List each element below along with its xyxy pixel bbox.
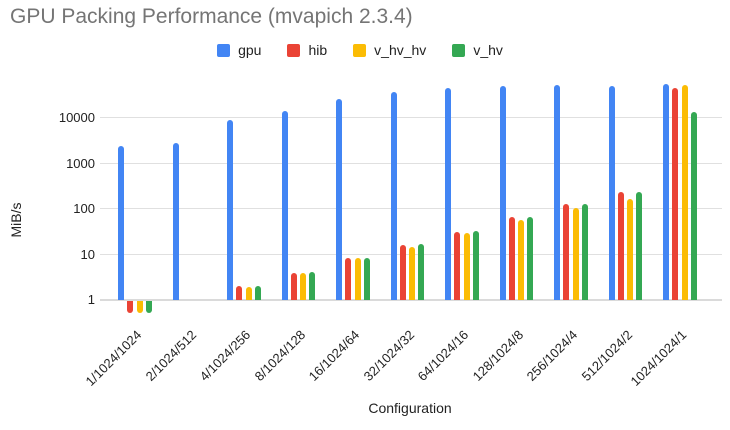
bar-v_hv_hv[interactable] xyxy=(681,84,688,300)
bar-v_hv[interactable] xyxy=(472,231,479,300)
bar-v_hv[interactable] xyxy=(418,244,425,300)
bar-v_hv[interactable] xyxy=(145,301,152,313)
bar-v_hv_hv[interactable] xyxy=(136,301,143,313)
bar-gpu[interactable] xyxy=(445,87,452,300)
legend-swatch-icon xyxy=(287,43,301,57)
legend-item-hib: hib xyxy=(287,42,327,58)
y-tick-label: 100 xyxy=(73,201,95,216)
bar-gpu[interactable] xyxy=(118,146,125,300)
bar-gpu[interactable] xyxy=(172,142,179,300)
bar-v_hv_hv[interactable] xyxy=(354,258,361,300)
legend-label: v_hv_hv xyxy=(374,42,427,58)
bar-v_hv[interactable] xyxy=(309,272,316,300)
gridline-10000 xyxy=(100,117,722,118)
bar-hib[interactable] xyxy=(290,272,297,300)
y-tick-label: 10000 xyxy=(58,110,95,125)
bar-hib[interactable] xyxy=(617,191,624,300)
bar-v_hv_hv[interactable] xyxy=(518,219,525,300)
y-tick-label: 1000 xyxy=(66,155,95,171)
gridline-100 xyxy=(100,208,722,209)
bar-v_hv[interactable] xyxy=(527,217,534,300)
legend-label: gpu xyxy=(238,42,262,58)
bar-hib[interactable] xyxy=(508,217,515,300)
legend-item-gpu: gpu xyxy=(217,42,261,58)
bar-gpu[interactable] xyxy=(499,86,506,300)
y-tick-label: 1 xyxy=(87,292,95,307)
legend-swatch-icon xyxy=(353,43,367,57)
bar-v_hv_hv[interactable] xyxy=(463,233,470,300)
bar-gpu[interactable] xyxy=(227,119,234,300)
chart-title: GPU Packing Performance (mvapich 2.3.4) xyxy=(10,5,413,28)
gridline-1000 xyxy=(100,162,722,164)
bar-gpu[interactable] xyxy=(281,111,288,300)
legend-label: v_hv xyxy=(473,42,503,58)
bar-v_hv[interactable] xyxy=(581,204,588,300)
legend-label: hib xyxy=(308,42,328,58)
y-axis-title: MiB/s xyxy=(8,202,24,238)
bar-v_hv_hv[interactable] xyxy=(245,286,252,300)
legend-swatch-icon xyxy=(452,43,466,57)
bar-v_hv[interactable] xyxy=(636,192,643,300)
bar-v_hv_hv[interactable] xyxy=(572,208,579,300)
bar-gpu[interactable] xyxy=(336,98,343,300)
legend-item-v_hv: v_hv xyxy=(452,42,503,58)
bar-hib[interactable] xyxy=(127,301,134,313)
bar-hib[interactable] xyxy=(236,286,243,300)
legend: gpu hib v_hv_hv v_hv xyxy=(100,42,620,58)
bar-gpu[interactable] xyxy=(608,86,615,300)
bar-hib[interactable] xyxy=(399,244,406,300)
bar-v_hv_hv[interactable] xyxy=(409,247,416,300)
bar-gpu[interactable] xyxy=(390,91,397,300)
bar-hib[interactable] xyxy=(454,231,461,300)
bar-v_hv_hv[interactable] xyxy=(627,198,634,300)
bar-hib[interactable] xyxy=(563,203,570,300)
bar-v_hv_hv[interactable] xyxy=(300,272,307,300)
y-tick-label: 10 xyxy=(80,246,95,262)
bar-hib[interactable] xyxy=(672,88,679,300)
bar-v_hv[interactable] xyxy=(363,257,370,300)
legend-item-v_hv_hv: v_hv_hv xyxy=(353,42,426,58)
bar-v_hv[interactable] xyxy=(254,286,261,300)
bar-gpu[interactable] xyxy=(554,84,561,300)
bar-gpu[interactable] xyxy=(663,83,670,300)
x-axis-title: Configuration xyxy=(368,400,452,416)
legend-swatch-icon xyxy=(217,43,231,57)
bar-v_hv[interactable] xyxy=(690,111,697,300)
bar-hib[interactable] xyxy=(345,258,352,300)
